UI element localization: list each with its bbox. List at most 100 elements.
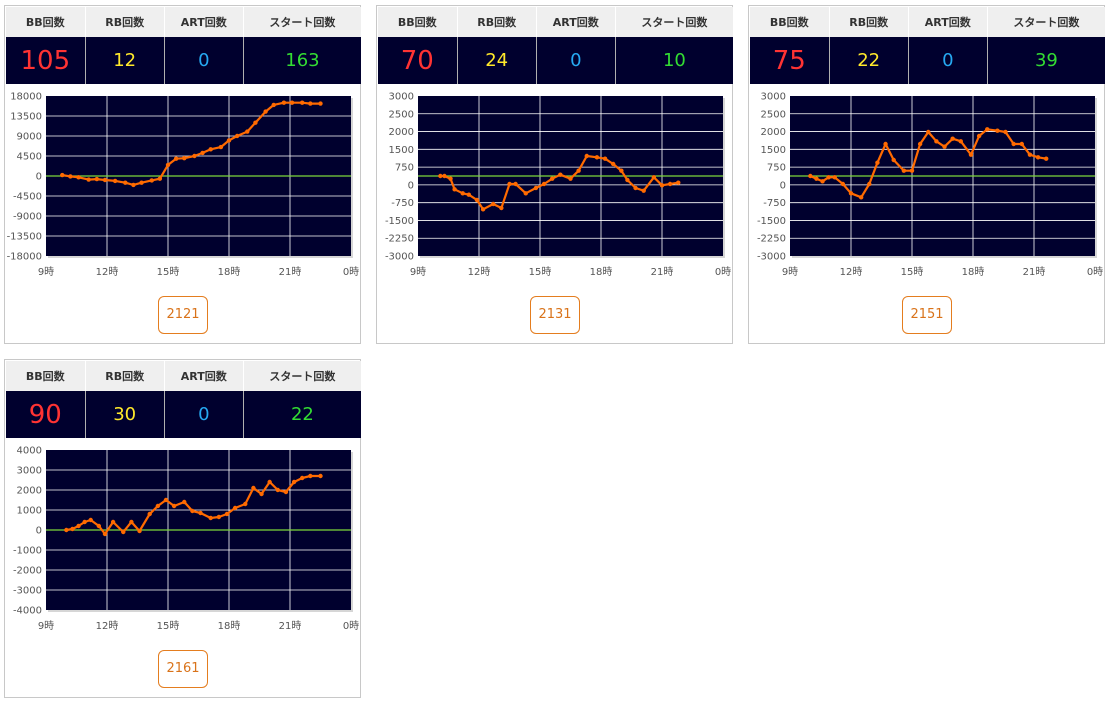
data-point (491, 201, 496, 207)
data-point (123, 180, 128, 185)
data-point (541, 181, 547, 187)
art-count: 0 (536, 37, 616, 84)
data-point (448, 176, 453, 181)
data-point (76, 175, 81, 180)
data-point (271, 102, 276, 108)
data-point (1044, 156, 1049, 161)
machine-number-button[interactable]: 2131 (530, 296, 580, 334)
x-tick-label: 12時 (96, 620, 119, 632)
data-point (157, 176, 163, 181)
data-point (985, 127, 990, 132)
data-point (958, 139, 963, 144)
y-tick-label: -2000 (13, 566, 42, 577)
data-point (289, 100, 295, 105)
art-header: ART回数 (908, 7, 988, 37)
slump-chart: 18000 13500 9000 4500 0 -4500 -9000 -13500 -1800… (7, 92, 360, 279)
data-point (102, 177, 108, 183)
data-point (224, 511, 230, 517)
data-point (594, 155, 600, 160)
data-point (651, 175, 657, 180)
art-count: 0 (164, 391, 244, 438)
rb-header: RB回数 (85, 361, 165, 391)
data-point (934, 139, 939, 144)
y-tick-label: -750 (391, 198, 414, 209)
data-point (226, 138, 232, 143)
start-header: スタート回数 (615, 7, 733, 37)
data-point (147, 511, 152, 517)
y-tick-label: 750 (767, 163, 786, 174)
data-point (76, 523, 81, 529)
data-point (667, 181, 673, 187)
data-point (190, 508, 195, 514)
x-tick-label: 21時 (1023, 266, 1046, 278)
data-point (82, 519, 87, 525)
data-point (251, 485, 256, 491)
data-point (102, 531, 108, 537)
data-point (507, 181, 512, 187)
rb-header: RB回数 (829, 7, 909, 37)
x-tick-label: 18時 (590, 266, 613, 278)
data-point (155, 503, 161, 509)
start-count: 22 (243, 391, 361, 438)
bb-header: BB回数 (750, 7, 830, 37)
bb-header: BB回数 (6, 361, 86, 391)
data-point (1003, 129, 1008, 135)
start-header: スタート回数 (243, 361, 361, 391)
data-point (300, 475, 305, 481)
rb-count: 12 (85, 37, 165, 84)
data-point (234, 133, 240, 139)
art-header: ART回数 (164, 7, 244, 37)
data-point (68, 174, 73, 179)
data-point (173, 156, 179, 161)
data-point (875, 160, 880, 165)
machine-panel-2121: BB回数 RB回数 ART回数 スタート回数 105 12 0 163 1800… (4, 5, 361, 344)
data-point (182, 156, 187, 161)
machine-number-button[interactable]: 2161 (158, 650, 208, 688)
data-point (558, 172, 563, 177)
x-tick-label: 12時 (96, 266, 119, 278)
data-point (94, 176, 100, 182)
x-tick-label: 12時 (468, 266, 491, 278)
data-point (568, 176, 573, 181)
machine-number-button[interactable]: 2151 (902, 296, 952, 334)
data-point (584, 153, 589, 159)
data-point (883, 141, 888, 147)
stats-table: BB回数 RB回数 ART回数 スタート回数 90 30 0 22 (6, 361, 361, 438)
x-tick-label: 15時 (901, 266, 924, 278)
data-point (308, 473, 313, 479)
stats-table: BB回数 RB回数 ART回数 スタート回数 70 24 0 10 (378, 7, 733, 84)
y-tick-label: -3000 (757, 252, 786, 263)
data-point (1011, 141, 1016, 147)
data-point (88, 517, 93, 523)
data-point (218, 144, 224, 150)
data-point (550, 176, 555, 181)
machine-number-button[interactable]: 2121 (158, 296, 208, 334)
y-tick-label: 3000 (17, 466, 42, 477)
x-tick-label: 9時 (410, 266, 426, 278)
data-point (86, 177, 91, 182)
x-tick-label: 15時 (529, 266, 552, 278)
data-point (275, 487, 280, 493)
x-tick-label: 9時 (782, 266, 798, 278)
x-tick-label: 15時 (157, 620, 180, 632)
bb-count: 75 (750, 37, 830, 84)
data-point (676, 180, 681, 185)
y-tick-label: 2500 (761, 109, 786, 120)
y-tick-label: 3000 (389, 92, 414, 103)
data-point (840, 181, 846, 187)
data-point (480, 207, 486, 212)
rb-count: 22 (829, 37, 909, 84)
data-point (976, 133, 982, 139)
y-tick-label: 2000 (761, 127, 786, 138)
bb-count: 70 (378, 37, 458, 84)
data-point (832, 175, 837, 180)
x-tick-label: 15時 (157, 266, 180, 278)
data-point (291, 479, 297, 485)
y-tick-label: -2250 (757, 234, 786, 245)
data-point (112, 178, 118, 184)
y-tick-label: 0 (36, 172, 42, 183)
data-point (253, 120, 258, 125)
x-tick-label: 21時 (279, 620, 302, 632)
data-point (232, 505, 238, 511)
data-point (858, 195, 864, 200)
